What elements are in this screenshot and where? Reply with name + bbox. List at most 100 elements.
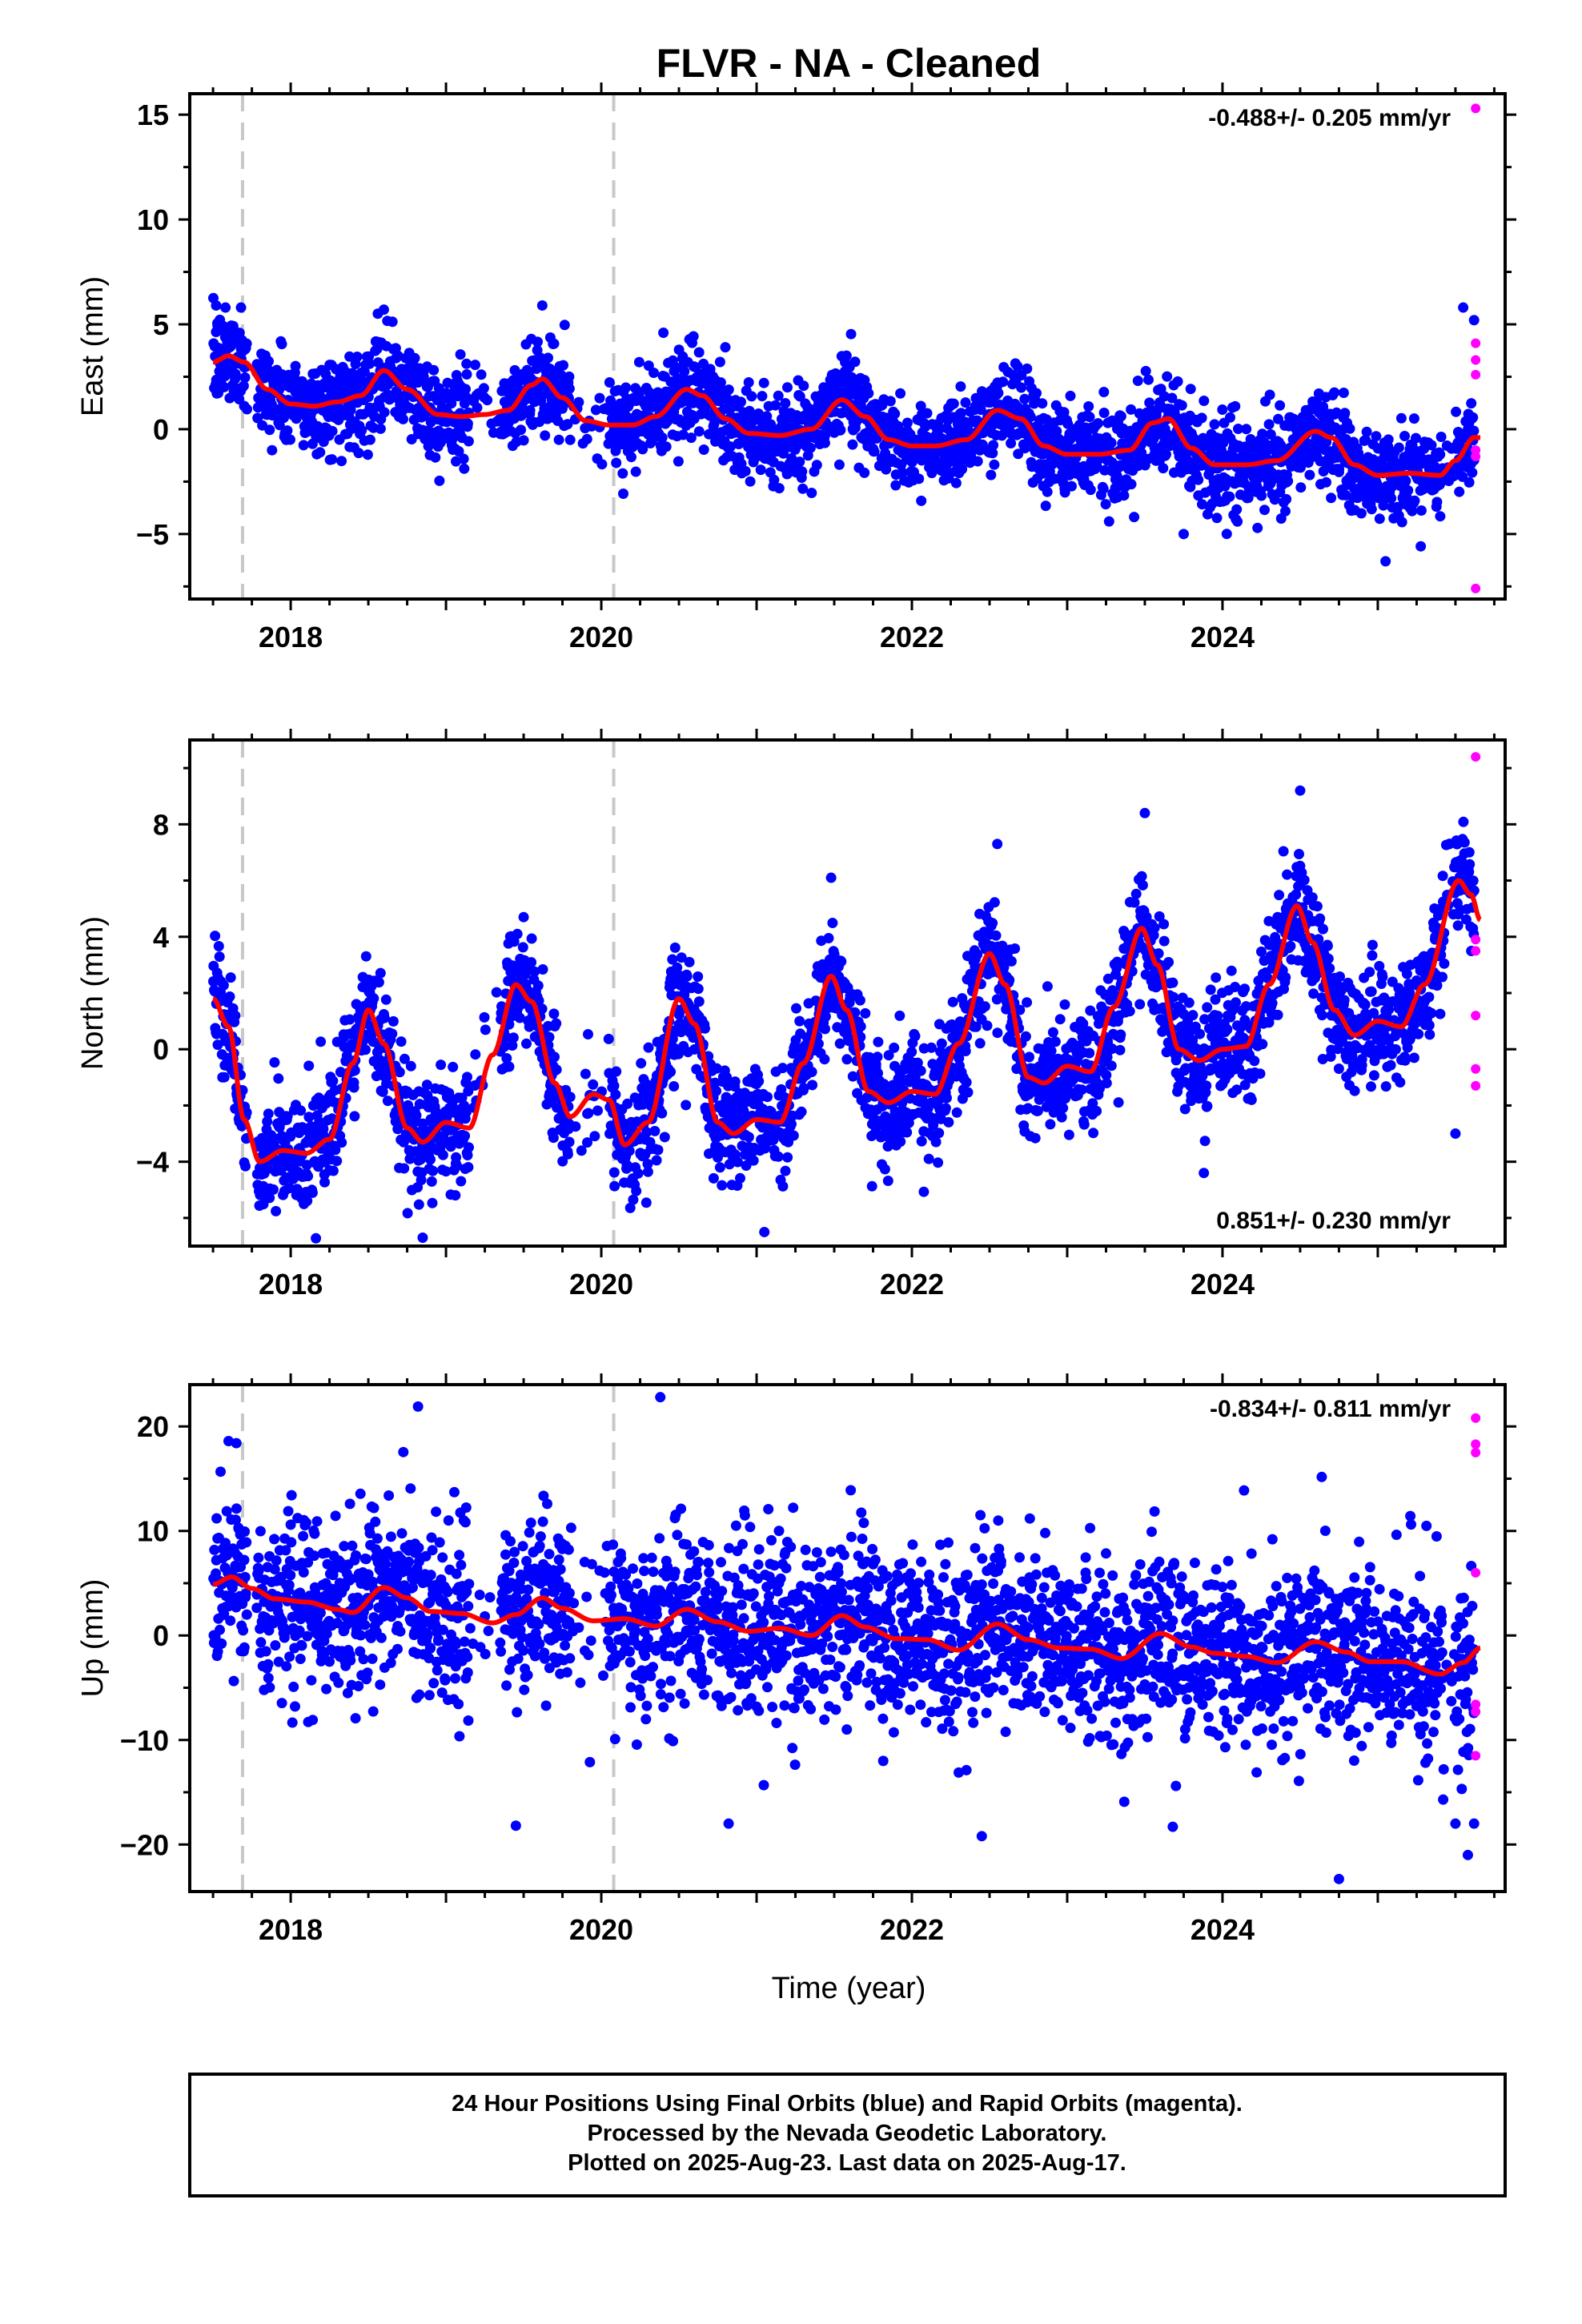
data-point — [1172, 376, 1183, 387]
data-point — [624, 1145, 635, 1156]
data-point — [989, 897, 1000, 908]
data-point — [778, 448, 789, 459]
data-point — [1411, 432, 1421, 444]
data-point — [913, 473, 925, 485]
data-point — [1407, 505, 1418, 517]
data-point — [1221, 529, 1232, 540]
data-point — [991, 994, 1002, 1005]
data-point — [1468, 412, 1479, 423]
data-point — [1334, 464, 1345, 475]
data-point — [242, 404, 252, 415]
data-point — [463, 436, 474, 447]
data-point — [499, 1041, 510, 1052]
data-point — [456, 1176, 467, 1187]
data-point — [656, 432, 668, 443]
model-fit-line — [211, 353, 1483, 478]
data-point — [918, 1186, 930, 1197]
data-point — [753, 1076, 765, 1087]
data-point — [676, 952, 687, 963]
data-point — [988, 440, 999, 451]
data-point — [894, 1010, 905, 1021]
y-tick-label: −5 — [136, 518, 169, 551]
data-point — [677, 429, 689, 440]
data-point — [1083, 401, 1094, 412]
data-point — [564, 1092, 576, 1103]
data-point — [1078, 1119, 1090, 1130]
data-point — [1426, 440, 1437, 451]
data-point — [394, 1067, 405, 1078]
data-point — [269, 1057, 280, 1068]
data-point — [672, 962, 683, 973]
data-point — [1012, 361, 1023, 372]
data-point — [1326, 493, 1337, 504]
data-point — [235, 302, 247, 313]
data-point — [507, 1040, 518, 1051]
data-point — [1066, 480, 1077, 492]
data-point — [641, 1079, 652, 1090]
data-point — [1106, 1043, 1118, 1054]
data-point — [773, 483, 785, 494]
rapid-orbit-point — [1471, 355, 1481, 365]
data-point — [460, 1130, 471, 1141]
data-point — [1098, 483, 1109, 494]
data-point — [559, 320, 570, 331]
data-point — [491, 987, 502, 998]
data-point — [1031, 388, 1042, 399]
data-point — [360, 1044, 371, 1055]
data-point — [372, 357, 383, 368]
data-point — [1046, 1045, 1057, 1056]
data-point — [807, 1080, 818, 1091]
data-point — [811, 460, 822, 471]
data-point — [841, 1054, 853, 1065]
y-tick-label: 5 — [153, 308, 169, 341]
data-point — [669, 1081, 680, 1092]
data-point — [573, 396, 584, 408]
data-point — [1045, 1119, 1056, 1130]
data-point — [303, 1171, 314, 1182]
data-point — [1289, 414, 1300, 425]
data-point — [1115, 1029, 1126, 1040]
data-point — [1273, 413, 1283, 424]
data-point — [895, 1136, 906, 1147]
data-point — [377, 1086, 388, 1097]
data-point — [536, 1003, 548, 1015]
data-point — [529, 966, 540, 977]
data-point — [895, 388, 906, 399]
data-point — [1140, 365, 1151, 376]
data-point — [548, 1132, 559, 1144]
data-point — [1143, 374, 1154, 385]
data-point — [715, 377, 726, 388]
data-point — [537, 964, 548, 975]
data-point — [1408, 413, 1419, 424]
data-point — [373, 977, 384, 988]
data-point — [1371, 431, 1382, 442]
data-point — [1059, 487, 1070, 498]
data-point — [954, 1052, 965, 1063]
data-point — [1169, 467, 1179, 478]
data-point — [1106, 1060, 1117, 1072]
data-point — [982, 1020, 993, 1031]
data-point — [1199, 396, 1210, 406]
data-point — [1094, 1018, 1104, 1029]
data-point — [396, 1036, 407, 1047]
data-point — [398, 413, 408, 424]
data-point — [271, 1205, 282, 1216]
data-point — [1263, 419, 1275, 430]
data-point — [1040, 501, 1051, 512]
data-point — [1098, 387, 1110, 397]
data-point — [455, 349, 466, 360]
data-point — [416, 1175, 427, 1185]
data-point — [610, 1089, 621, 1100]
data-point — [796, 1106, 807, 1117]
data-point — [1380, 556, 1391, 567]
data-point — [930, 1070, 942, 1081]
data-point — [1179, 1104, 1191, 1115]
data-point — [1158, 935, 1170, 947]
data-point — [618, 489, 628, 499]
data-point — [630, 466, 641, 477]
data-point — [649, 1125, 661, 1136]
data-point — [1232, 516, 1243, 527]
data-point — [700, 1023, 710, 1034]
data-point — [1065, 390, 1076, 401]
